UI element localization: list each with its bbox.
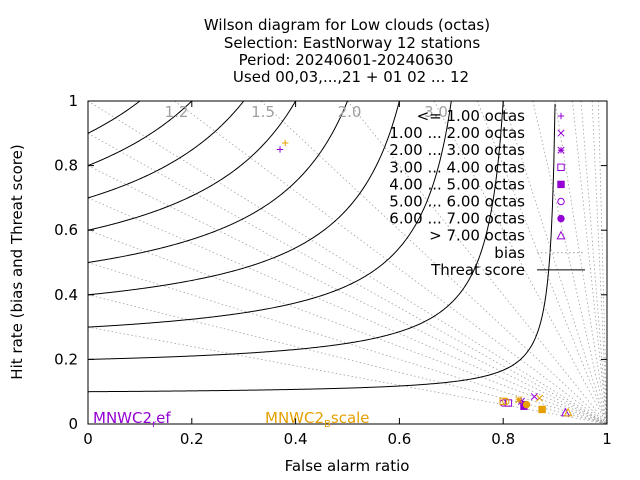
bias-line <box>433 101 607 424</box>
legend-label-bias: bias <box>494 244 525 262</box>
bias-label: 2.0 <box>338 103 362 121</box>
axis-ticks: 0 0.2 0.4 0.6 0.8 1 0 0.2 0.4 0.6 0.8 1 <box>54 92 612 448</box>
data-point <box>499 397 507 406</box>
bias-line <box>88 229 607 424</box>
bias-labels: 1.2 1.5 2.0 3.0 <box>165 103 448 121</box>
threat-curve <box>88 101 400 296</box>
data-point <box>515 396 523 404</box>
data-point <box>276 146 284 153</box>
legend-marker <box>557 112 565 120</box>
data-point <box>517 397 525 405</box>
legend-marker <box>557 163 565 172</box>
bias-line <box>597 101 607 424</box>
data-point <box>522 400 531 409</box>
bias-line <box>88 101 607 424</box>
bias-line <box>532 101 607 424</box>
legend-label: > 7.00 octas <box>429 227 525 245</box>
legend-marker <box>557 214 565 223</box>
legend-marker <box>557 146 565 154</box>
x-tick-label: 0 <box>83 430 93 448</box>
threat-curve <box>88 101 297 231</box>
threat-curve <box>88 101 452 328</box>
legend-marker <box>556 230 566 240</box>
x-tick-label: 0.6 <box>387 430 411 448</box>
data-point <box>530 392 538 401</box>
bias-line <box>260 101 607 424</box>
legend-marker <box>557 197 565 206</box>
data-point <box>563 407 573 417</box>
legend-label: 2.00 ... 3.00 octas <box>389 141 525 159</box>
threat-score-curves <box>88 101 556 393</box>
bias-line <box>554 101 607 424</box>
model-label-ref: MNWC2ref <box>93 409 171 430</box>
x-axis-label: False alarm ratio <box>285 457 410 475</box>
legend-label: 3.00 ... 4.00 octas <box>389 158 525 176</box>
bias-line <box>572 101 607 424</box>
x-tick-label: 0.2 <box>180 430 204 448</box>
threat-curve <box>88 101 504 360</box>
bias-lines <box>88 101 607 424</box>
bias-label: 1.2 <box>165 103 189 121</box>
y-tick-label: 0.6 <box>54 221 78 239</box>
y-tick-label: 1 <box>68 92 78 110</box>
chart-title-line-3: Period: 20240601-20240630 <box>239 51 454 69</box>
plot-frame <box>87 100 608 425</box>
x-tick-label: 1 <box>602 430 612 448</box>
chart-title-line-1: Wilson diagram for Low clouds (octas) <box>204 16 490 34</box>
legend-label: <= 1.00 octas <box>417 107 526 125</box>
legend-label: 5.00 ... 6.00 octas <box>389 193 525 211</box>
chart-title-line-4: Used 00,03,...,21 + 01 02 ... 12 <box>233 68 469 86</box>
data-point <box>538 405 546 414</box>
data-point <box>502 397 510 406</box>
x-tick-label: 0.4 <box>284 430 308 448</box>
bias-line <box>347 101 607 424</box>
bias-line <box>88 294 607 424</box>
legend-label: 4.00 ... 5.00 octas <box>389 175 525 193</box>
legend-marker <box>557 129 565 137</box>
data-point <box>535 394 544 402</box>
bias-line <box>88 165 607 424</box>
legend-label-threat: Threat score <box>430 261 525 279</box>
bias-line <box>88 197 607 424</box>
y-tick-label: 0.2 <box>54 350 78 368</box>
bias-label: 1.5 <box>251 103 275 121</box>
legend-label: 1.00 ... 2.00 octas <box>389 124 525 142</box>
model-label-bscale: MNWC2Bscale <box>265 409 370 430</box>
y-tick-label: 0 <box>68 415 78 433</box>
y-tick-label: 0.4 <box>54 286 78 304</box>
bias-label: 3.0 <box>424 103 448 121</box>
data-point <box>282 139 289 147</box>
legend-label: 6.00 ... 7.00 octas <box>389 210 525 228</box>
bias-line <box>591 101 607 424</box>
data-points <box>276 139 573 417</box>
y-axis-label: Hit rate (bias and Threat score) <box>8 144 26 379</box>
threat-curve <box>88 101 245 199</box>
x-tick-label: 0.8 <box>491 430 515 448</box>
bias-line <box>88 132 607 424</box>
bias-line <box>88 262 607 424</box>
threat-curve <box>88 103 556 393</box>
legend-marker <box>557 180 565 189</box>
threat-curve <box>88 101 193 167</box>
y-tick-label: 0.8 <box>54 157 78 175</box>
bias-line <box>502 101 607 424</box>
threat-curve <box>88 101 141 134</box>
threat-curve <box>88 101 349 263</box>
chart-title-line-2: Selection: EastNorway 12 stations <box>224 34 480 52</box>
